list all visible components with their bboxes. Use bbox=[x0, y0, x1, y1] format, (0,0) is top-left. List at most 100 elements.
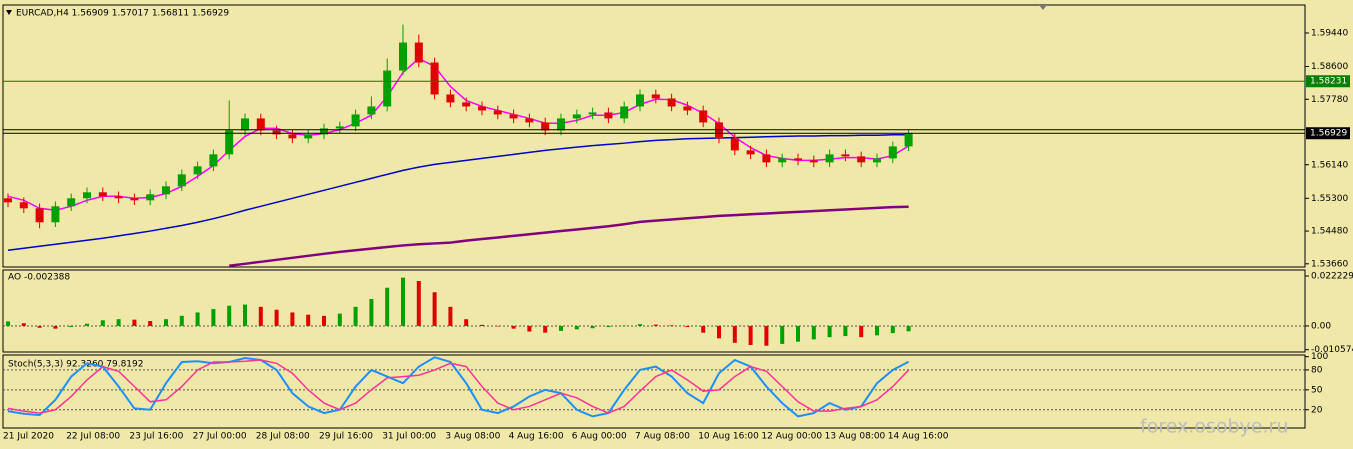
ao-bar bbox=[353, 306, 358, 326]
ao-bar bbox=[21, 323, 26, 326]
ao-bar bbox=[243, 304, 247, 326]
y-tick-label: 1.54480 bbox=[1311, 227, 1348, 237]
ao-bar bbox=[732, 325, 737, 343]
candle-body bbox=[399, 42, 407, 71]
x-tick-label: 6 Aug 00:00 bbox=[572, 432, 627, 442]
ao-bar bbox=[53, 325, 58, 329]
ao-bar bbox=[495, 325, 500, 327]
indicator-line bbox=[7, 57, 909, 212]
ao-bar bbox=[211, 309, 216, 326]
ao-bar bbox=[796, 325, 800, 342]
ao-bar bbox=[859, 325, 864, 338]
indicator-line bbox=[7, 356, 910, 418]
y-tick-label: 0.00 bbox=[1311, 321, 1331, 331]
price-label: 1.56929 bbox=[1310, 129, 1347, 139]
candle-body bbox=[225, 130, 234, 155]
y-tick-label: 50 bbox=[1311, 385, 1323, 395]
candle-body bbox=[98, 192, 107, 197]
ao-bar bbox=[622, 325, 627, 326]
ao-bar bbox=[274, 309, 279, 326]
ao-bar bbox=[511, 325, 516, 329]
candle-body bbox=[746, 150, 755, 155]
ao-bar bbox=[322, 315, 326, 326]
candle-body bbox=[572, 114, 581, 119]
candle-body bbox=[462, 102, 471, 107]
candle-body bbox=[209, 154, 218, 167]
menu-triangle[interactable] bbox=[6, 10, 12, 15]
ao-bar bbox=[37, 325, 42, 328]
candle-body bbox=[794, 158, 802, 161]
candle-body bbox=[857, 156, 866, 163]
candle-body bbox=[778, 158, 787, 163]
ao-bar bbox=[116, 319, 121, 326]
indicator-line bbox=[7, 134, 909, 251]
ao-bar bbox=[890, 325, 895, 334]
candle-body bbox=[667, 98, 676, 107]
price-label-box bbox=[1306, 75, 1350, 88]
candle-body bbox=[809, 160, 818, 163]
ao-bar bbox=[843, 325, 848, 337]
x-tick-label: 22 Jul 08:00 bbox=[66, 432, 120, 442]
candle-body bbox=[525, 118, 534, 123]
candle-body bbox=[114, 196, 123, 199]
ao-bar bbox=[448, 306, 453, 326]
x-tick-label: 7 Aug 08:00 bbox=[635, 432, 690, 442]
y-tick-label: 1.58600 bbox=[1311, 62, 1348, 72]
candle-body bbox=[620, 106, 629, 119]
watermark: forex.osobye.ru bbox=[1140, 416, 1288, 438]
candle-body bbox=[146, 194, 155, 201]
candle-body bbox=[873, 158, 881, 163]
ao-bar bbox=[590, 325, 595, 329]
ao-bar bbox=[290, 312, 295, 326]
ao-bar bbox=[717, 325, 721, 339]
ao-bar bbox=[701, 325, 706, 333]
y-tick-label: 1.57780 bbox=[1311, 95, 1348, 105]
ao-bar bbox=[875, 325, 879, 336]
candle-body bbox=[825, 154, 834, 163]
candle-body bbox=[19, 202, 28, 209]
candle-body bbox=[272, 130, 281, 135]
candle-body bbox=[699, 110, 708, 123]
candle-body bbox=[256, 118, 265, 131]
stoch-panel bbox=[2, 354, 1306, 429]
x-tick-label: 27 Jul 00:00 bbox=[193, 432, 247, 442]
candle-body bbox=[162, 186, 170, 195]
ao-bar bbox=[148, 320, 153, 326]
ao-bar bbox=[748, 325, 753, 346]
candle-body bbox=[604, 112, 613, 119]
x-tick-label: 13 Aug 08:00 bbox=[825, 432, 886, 442]
candle-body bbox=[288, 134, 297, 139]
candle-body bbox=[351, 114, 360, 127]
ao-panel bbox=[2, 269, 1306, 353]
candle-body bbox=[177, 174, 186, 187]
y-tick-label: 0.022229 bbox=[1311, 272, 1353, 282]
indicator-line bbox=[7, 359, 910, 414]
ao-bar bbox=[164, 319, 168, 326]
y-tick-label: 100 bbox=[1311, 352, 1328, 362]
ao-bar bbox=[401, 277, 405, 326]
candle-body bbox=[414, 42, 423, 63]
ao-bar bbox=[464, 319, 469, 326]
x-tick-label: 4 Aug 16:00 bbox=[509, 432, 564, 442]
candle-body bbox=[35, 208, 44, 223]
price-label: 1.58231 bbox=[1310, 77, 1347, 87]
candle-body bbox=[541, 122, 550, 131]
candle-body bbox=[130, 198, 139, 201]
ao-bar bbox=[906, 325, 911, 332]
ao-bar bbox=[638, 324, 642, 326]
main-panel bbox=[2, 4, 1306, 268]
ao-bar bbox=[6, 321, 10, 326]
price-label-box bbox=[1306, 127, 1350, 140]
x-tick-label: 23 Jul 16:00 bbox=[129, 432, 183, 442]
candle-body bbox=[383, 70, 392, 107]
indicator-line bbox=[229, 205, 909, 268]
ao-bar bbox=[416, 281, 421, 326]
ao-title: AO -0.002388 bbox=[8, 273, 70, 283]
ao-bar bbox=[100, 320, 105, 326]
x-tick-label: 3 Aug 08:00 bbox=[445, 432, 500, 442]
shift-marker bbox=[1039, 5, 1047, 10]
candle-body bbox=[588, 112, 597, 115]
candle-body bbox=[904, 133, 913, 147]
candle-body bbox=[304, 134, 313, 139]
